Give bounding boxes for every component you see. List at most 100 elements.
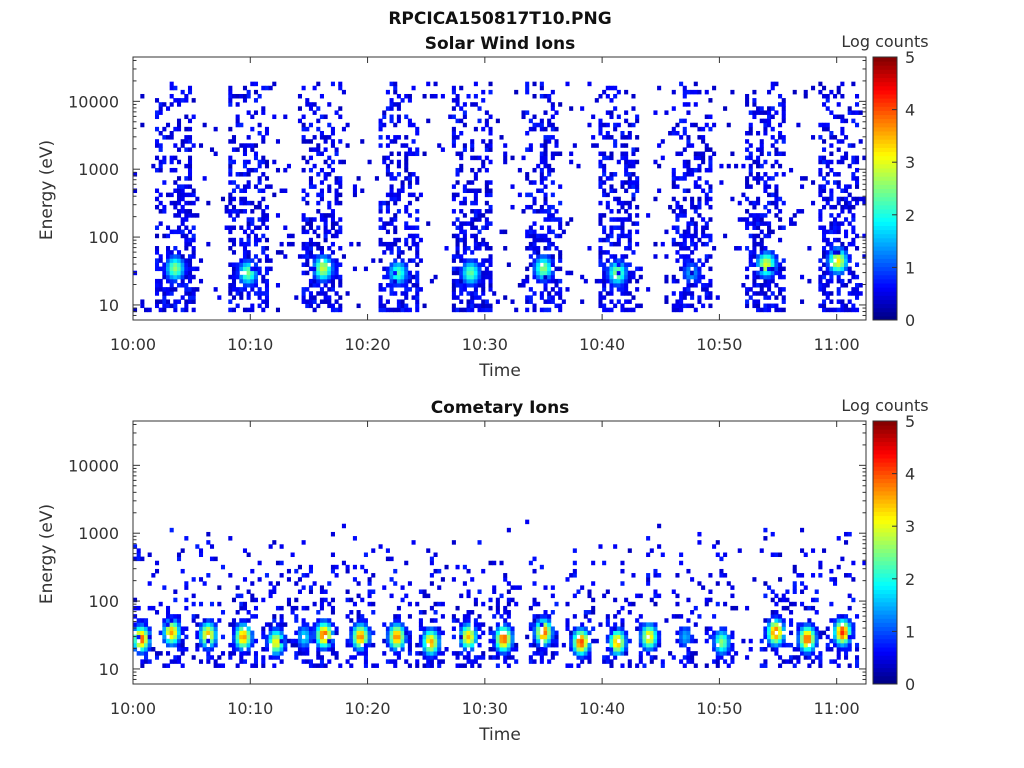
heatmap-cell bbox=[708, 291, 713, 296]
heatmap-cell bbox=[396, 209, 401, 214]
heatmap-cell bbox=[726, 581, 731, 586]
heatmap-cell bbox=[583, 634, 588, 640]
heatmap-cell bbox=[836, 278, 841, 284]
heatmap-cell bbox=[418, 258, 423, 263]
heatmap-cell bbox=[543, 217, 548, 222]
heatmap-cell bbox=[415, 270, 420, 276]
heatmap-cell bbox=[752, 250, 757, 255]
heatmap-cell bbox=[532, 307, 537, 313]
heatmap-cell bbox=[807, 626, 812, 631]
heatmap-cell bbox=[855, 180, 860, 185]
heatmap-cell bbox=[477, 106, 482, 111]
heatmap-cell bbox=[316, 618, 321, 623]
heatmap-cell bbox=[847, 110, 852, 115]
heatmap-cell bbox=[169, 291, 174, 296]
heatmap-cell bbox=[356, 647, 361, 652]
heatmap-cell bbox=[462, 233, 467, 239]
heatmap-cell bbox=[433, 610, 438, 615]
heatmap-cell bbox=[429, 618, 434, 623]
heatmap-cell bbox=[187, 278, 193, 284]
heatmap-cell bbox=[756, 176, 761, 181]
heatmap-cell bbox=[404, 114, 409, 120]
heatmap-cell bbox=[653, 638, 658, 644]
heatmap-cell bbox=[851, 560, 856, 566]
heatmap-cell bbox=[418, 237, 423, 243]
heatmap-cell bbox=[616, 159, 621, 165]
heatmap-cell bbox=[609, 135, 614, 140]
heatmap-cell bbox=[477, 229, 482, 235]
heatmap-cell bbox=[701, 283, 706, 288]
heatmap-cell bbox=[679, 642, 684, 648]
heatmap-cell bbox=[451, 114, 456, 120]
heatmap-cell bbox=[836, 184, 841, 189]
heatmap-cell bbox=[404, 626, 409, 631]
heatmap-cell bbox=[275, 626, 281, 631]
heatmap-cell bbox=[528, 147, 533, 152]
heatmap-cell bbox=[385, 270, 390, 276]
heatmap-cell bbox=[272, 634, 277, 640]
heatmap-cell bbox=[228, 622, 233, 627]
heatmap-cell bbox=[580, 585, 585, 590]
heatmap-cell bbox=[550, 213, 555, 218]
heatmap-cell bbox=[426, 221, 431, 226]
heatmap-cell bbox=[565, 618, 570, 623]
heatmap-cell bbox=[770, 85, 775, 91]
heatmap-cell bbox=[862, 233, 867, 239]
heatmap-cell bbox=[697, 135, 702, 140]
heatmap-cell bbox=[176, 118, 182, 124]
heatmap-cell bbox=[767, 89, 772, 95]
heatmap-cell bbox=[367, 601, 372, 607]
heatmap-cell bbox=[503, 573, 508, 578]
heatmap-cell bbox=[363, 634, 368, 640]
heatmap-cell bbox=[268, 266, 273, 272]
heatmap-cell bbox=[235, 209, 240, 214]
heatmap-cell bbox=[264, 266, 270, 272]
heatmap-cell bbox=[532, 241, 537, 247]
heatmap-cell bbox=[451, 270, 456, 276]
heatmap-cell bbox=[176, 659, 182, 664]
heatmap-cell bbox=[477, 262, 482, 267]
heatmap-cell bbox=[275, 647, 281, 652]
heatmap-cell bbox=[246, 200, 251, 206]
heatmap-cell bbox=[319, 622, 324, 627]
heatmap-cell bbox=[415, 659, 420, 664]
heatmap-cell bbox=[800, 274, 805, 280]
heatmap-cell bbox=[620, 630, 625, 636]
heatmap-cell bbox=[206, 241, 211, 247]
heatmap-cell bbox=[316, 126, 321, 132]
heatmap-cell bbox=[136, 622, 141, 627]
heatmap-cell bbox=[822, 283, 827, 288]
heatmap-cell bbox=[796, 638, 801, 644]
heatmap-cell bbox=[591, 560, 596, 566]
heatmap-cell bbox=[173, 307, 178, 313]
heatmap-cell bbox=[396, 172, 401, 177]
heatmap-cell bbox=[440, 651, 445, 656]
heatmap-cell bbox=[473, 638, 478, 644]
heatmap-cell bbox=[708, 155, 713, 161]
heatmap-cell bbox=[708, 126, 713, 132]
heatmap-cell bbox=[180, 217, 185, 222]
heatmap-cell bbox=[598, 258, 603, 263]
heatmap-cell bbox=[759, 647, 764, 652]
heatmap-cell bbox=[708, 163, 713, 169]
heatmap-cell bbox=[228, 196, 233, 202]
heatmap-cell bbox=[136, 552, 141, 558]
heatmap-cell bbox=[187, 176, 193, 181]
heatmap-cell bbox=[459, 254, 464, 259]
heatmap-cell bbox=[228, 283, 233, 288]
heatmap-cell bbox=[455, 98, 460, 103]
heatmap-cell bbox=[451, 98, 456, 103]
heatmap-cell bbox=[558, 307, 563, 313]
heatmap-cell bbox=[275, 651, 281, 656]
heatmap-cell bbox=[495, 622, 500, 627]
heatmap-cell bbox=[558, 217, 563, 222]
heatmap-cell bbox=[671, 167, 676, 173]
heatmap-cell bbox=[767, 274, 772, 280]
heatmap-cell bbox=[488, 307, 493, 313]
heatmap-cell bbox=[638, 303, 643, 309]
colorbar-segment bbox=[873, 490, 897, 496]
heatmap-cell bbox=[341, 560, 346, 566]
heatmap-cell bbox=[536, 209, 541, 214]
heatmap-cell bbox=[697, 540, 702, 545]
colorbar-segment bbox=[873, 679, 897, 685]
